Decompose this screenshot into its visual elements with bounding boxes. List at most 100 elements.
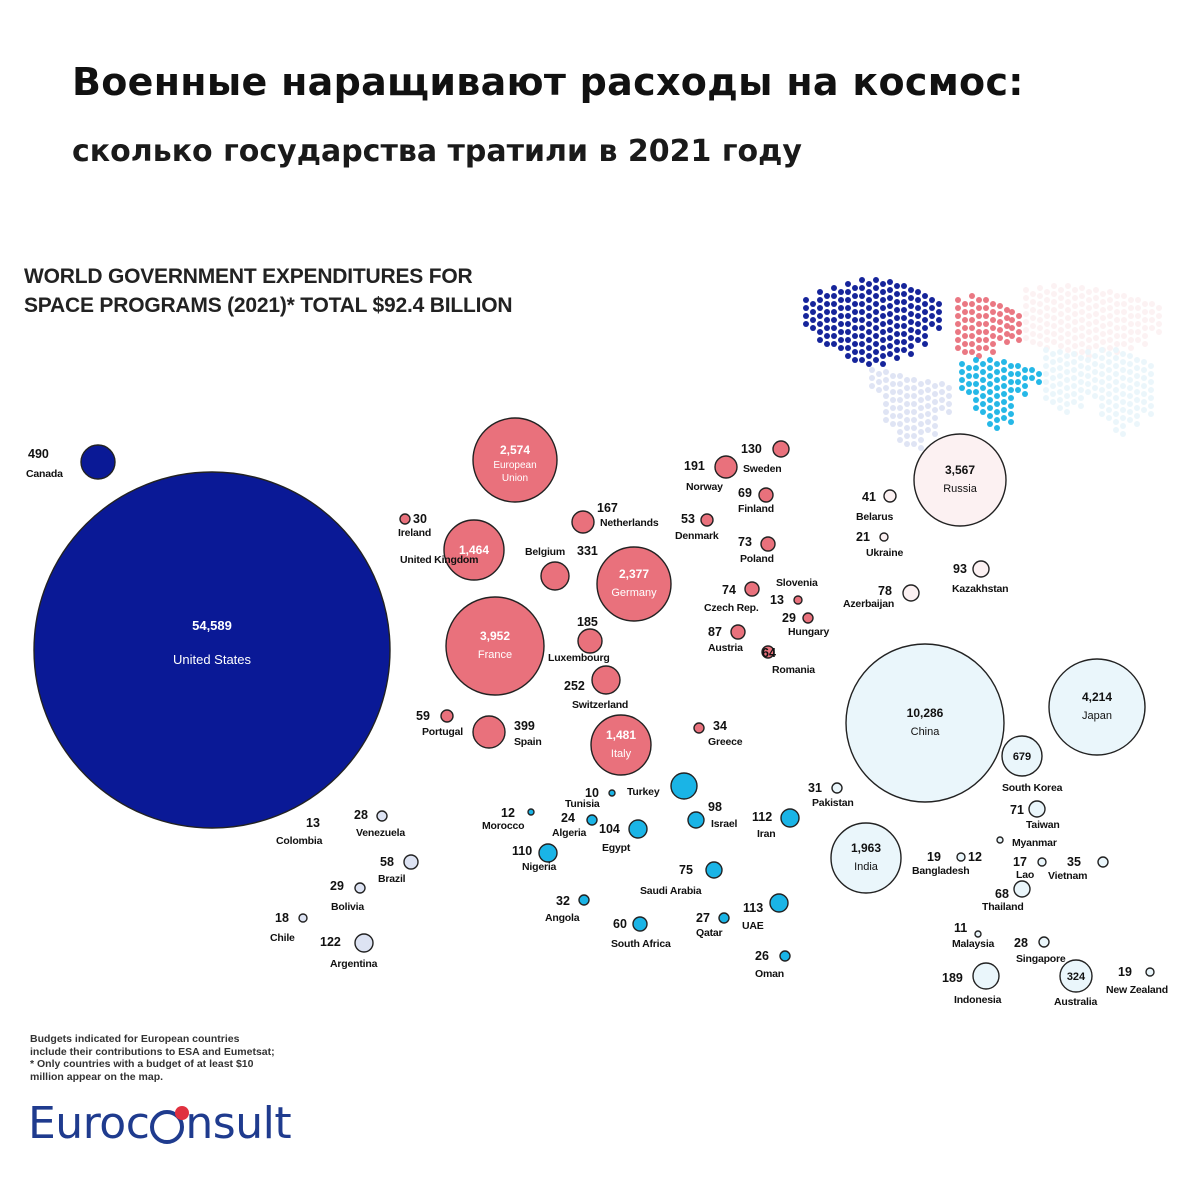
map-dot xyxy=(915,289,921,295)
map-dot xyxy=(1128,305,1134,311)
map-dot xyxy=(894,323,900,329)
map-dot xyxy=(838,337,844,343)
map-dot xyxy=(1029,367,1035,373)
map-dot xyxy=(1128,345,1134,351)
value-label-netherlands: 167 xyxy=(597,501,618,515)
chart-title-line-2: SPACE PROGRAMS (2021)* TOTAL $92.4 BILLI… xyxy=(24,294,513,317)
map-dot xyxy=(1127,401,1133,407)
map-dot xyxy=(1058,295,1064,301)
map-dot xyxy=(1058,303,1064,309)
map-dot xyxy=(1079,349,1085,355)
value-label-south-africa: 60 xyxy=(613,917,627,931)
map-dot xyxy=(1134,365,1140,371)
map-dot xyxy=(1113,387,1119,393)
value-label-tunisia: 10 xyxy=(585,786,599,800)
value-label-belgium: 331 xyxy=(577,544,598,558)
bubble-group-norway: 191 Norway xyxy=(684,455,738,493)
map-dot xyxy=(1128,321,1134,327)
map-dot xyxy=(969,309,975,315)
map-dot xyxy=(1079,309,1085,315)
map-dot xyxy=(1106,375,1112,381)
map-dot xyxy=(873,301,879,307)
map-dot xyxy=(1065,299,1071,305)
bubble-group-france: 3,952 France xyxy=(445,596,545,696)
map-dot xyxy=(1043,355,1049,361)
map-dot xyxy=(831,293,837,299)
map-dot xyxy=(803,321,809,327)
map-dot xyxy=(1127,385,1133,391)
value-label-taiwan: 71 xyxy=(1010,803,1024,817)
map-dot xyxy=(918,413,924,419)
map-dot xyxy=(911,385,917,391)
value-label-germany: 2,377 xyxy=(619,567,649,581)
map-dot xyxy=(1107,305,1113,311)
map-dot xyxy=(1149,325,1155,331)
map-dot xyxy=(894,347,900,353)
bubble-saudi-arabia xyxy=(705,861,723,879)
map-dot xyxy=(962,333,968,339)
map-dot xyxy=(1106,391,1112,397)
map-dot xyxy=(859,301,865,307)
map-dot xyxy=(939,397,945,403)
map-dot xyxy=(904,377,910,383)
bubble-netherlands xyxy=(571,510,595,534)
map-dot xyxy=(1057,397,1063,403)
map-dot xyxy=(1148,387,1154,393)
value-label-chile: 18 xyxy=(275,911,289,925)
map-dot xyxy=(973,381,979,387)
map-dot xyxy=(1008,387,1014,393)
map-dot xyxy=(1016,337,1022,343)
map-dot xyxy=(1079,325,1085,331)
name-label-iran: Iran xyxy=(757,828,775,840)
map-dot xyxy=(908,295,914,301)
map-dot xyxy=(922,333,928,339)
name-label-angola: Angola xyxy=(545,912,580,924)
map-dot xyxy=(980,369,986,375)
map-dot xyxy=(866,321,872,327)
map-dot xyxy=(915,313,921,319)
map-dot xyxy=(1099,371,1105,377)
value-label-thailand: 68 xyxy=(995,887,1009,901)
name-label-israel: Israel xyxy=(711,818,738,830)
value-label-bolivia: 29 xyxy=(330,879,344,893)
map-dot xyxy=(1120,351,1126,357)
map-dot xyxy=(1093,287,1099,293)
value-label-australia: 324 xyxy=(1067,971,1086,983)
bubble-group-romania: 64 Romania xyxy=(761,645,816,676)
bubble-group-indonesia: 189 Indonesia xyxy=(942,962,1002,1006)
map-dot xyxy=(1093,319,1099,325)
map-dot xyxy=(976,313,982,319)
map-dot xyxy=(817,329,823,335)
map-dot xyxy=(1079,333,1085,339)
name-label-chile: Chile xyxy=(270,932,295,944)
map-dot xyxy=(1135,337,1141,343)
map-dot xyxy=(969,333,975,339)
map-dot xyxy=(915,321,921,327)
map-dot xyxy=(1029,375,1035,381)
value-label-algeria: 24 xyxy=(561,811,575,825)
map-dot xyxy=(997,319,1003,325)
map-dot xyxy=(1023,287,1029,293)
map-dot xyxy=(955,329,961,335)
map-dot xyxy=(831,285,837,291)
map-dot xyxy=(810,325,816,331)
map-dot xyxy=(831,333,837,339)
map-dot xyxy=(1036,371,1042,377)
map-dot xyxy=(1092,361,1098,367)
headline: Военные наращивают расходы на космос: xyxy=(72,60,1024,104)
map-dot xyxy=(1120,367,1126,373)
map-dot xyxy=(1015,387,1021,393)
map-dot xyxy=(929,321,935,327)
map-dot xyxy=(915,337,921,343)
map-dot xyxy=(908,343,914,349)
map-dot xyxy=(918,381,924,387)
footnote-line-2: include their contributions to ESA and E… xyxy=(30,1045,275,1058)
map-dot xyxy=(817,297,823,303)
value-label-russia: 3,567 xyxy=(945,463,975,477)
map-dot xyxy=(1064,409,1070,415)
subheadline: сколько государства тратили в 2021 году xyxy=(72,134,802,169)
map-dot xyxy=(969,341,975,347)
map-dot xyxy=(883,417,889,423)
map-dot xyxy=(904,433,910,439)
